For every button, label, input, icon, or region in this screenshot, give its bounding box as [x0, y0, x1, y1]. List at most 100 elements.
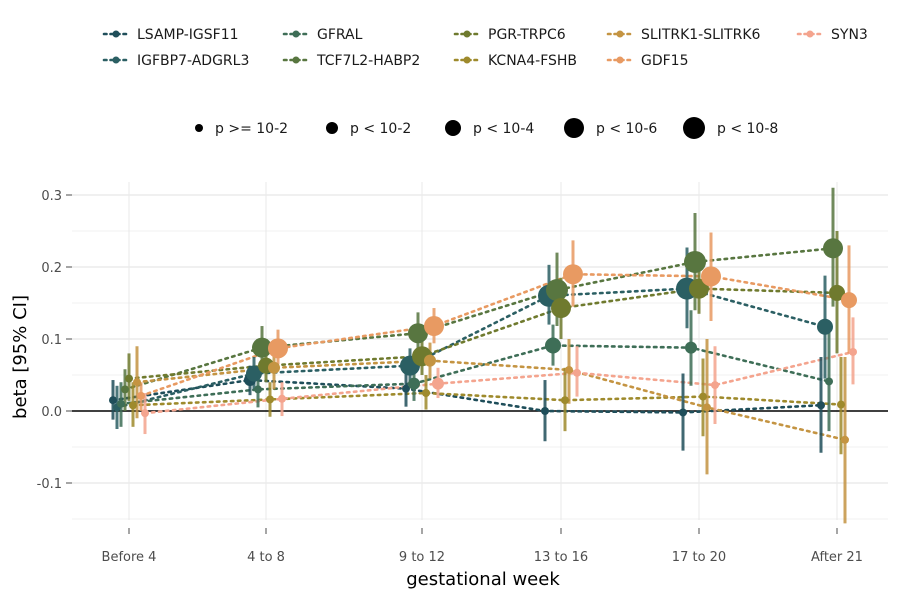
legend-label: SYN3 — [831, 27, 868, 43]
legend-key-point — [292, 30, 300, 38]
data-point — [545, 337, 561, 354]
data-point — [254, 385, 262, 394]
data-point — [829, 284, 845, 301]
data-point — [125, 374, 133, 383]
data-point — [129, 401, 137, 410]
grid-lines — [72, 182, 888, 520]
legend-label: PGR-TRPC6 — [488, 27, 566, 43]
legend-key-point — [616, 56, 624, 64]
data-point — [266, 395, 274, 404]
data-point — [841, 435, 849, 444]
x-tick-label: 17 to 20 — [672, 550, 726, 565]
legend-label: GDF15 — [641, 53, 689, 69]
x-tick-label: 9 to 12 — [399, 550, 445, 565]
data-point — [402, 384, 410, 393]
data-point — [121, 385, 129, 394]
data-point — [561, 396, 569, 405]
data-point — [268, 338, 288, 359]
series-line — [127, 287, 839, 380]
data-point — [685, 341, 697, 354]
data-point — [573, 368, 581, 377]
legend-label: TCF7L2-HABP2 — [316, 53, 420, 69]
data-point — [133, 378, 141, 387]
size-legend-label: p < 10-6 — [596, 121, 657, 137]
x-axis-title: gestational week — [406, 569, 560, 590]
series-line — [135, 359, 847, 442]
y-tick-label: 0.0 — [41, 405, 62, 420]
legend-key-point — [806, 30, 814, 38]
data-point — [689, 278, 709, 299]
legend-key-point — [112, 30, 120, 38]
legend-label: SLITRK1-SLITRK6 — [641, 27, 761, 43]
data-marks — [109, 187, 857, 524]
data-point — [422, 389, 430, 397]
data-point — [117, 399, 125, 408]
data-point — [141, 409, 149, 418]
size-legend-point — [683, 117, 705, 139]
data-point — [849, 347, 857, 356]
size-legend-label: p < 10-2 — [350, 121, 411, 137]
size-legend-label: p < 10-8 — [717, 121, 778, 137]
y-tick-label: 0.1 — [41, 333, 62, 348]
legend-key-point — [616, 30, 624, 38]
data-point — [268, 361, 280, 374]
data-point — [246, 365, 262, 382]
legend-label: GFRAL — [317, 27, 363, 43]
legend-key-point — [112, 56, 120, 64]
legend-key-point — [463, 30, 471, 38]
data-point — [817, 318, 833, 335]
data-point — [563, 264, 583, 285]
legend-label: IGFBP7-ADGRL3 — [137, 53, 249, 69]
series-line — [131, 391, 843, 407]
data-point — [699, 392, 707, 401]
y-tick-label: 0.3 — [41, 189, 62, 204]
data-point — [823, 238, 843, 259]
legend-label: LSAMP-IGSF11 — [137, 27, 239, 43]
series-line — [115, 287, 827, 409]
data-point — [432, 377, 444, 390]
data-point — [703, 403, 711, 412]
data-point — [565, 365, 573, 374]
size-legend-point — [564, 118, 584, 138]
axes: -0.1 0.0 0.1 0.2 0.3 Before 4 4 to 8 9 to 12 13 … — [37, 189, 888, 565]
size-legend-point — [326, 122, 338, 134]
size-legend-point — [195, 124, 203, 132]
legend-key-point — [292, 56, 300, 64]
data-point — [837, 400, 845, 409]
data-point — [408, 377, 420, 390]
data-point — [541, 407, 549, 415]
y-tick-label: 0.2 — [41, 261, 62, 276]
size-legend-label: p >= 10-2 — [215, 121, 288, 137]
size-legend-label: p < 10-4 — [473, 121, 534, 137]
data-point — [408, 323, 428, 344]
data-point — [109, 396, 117, 405]
data-point — [684, 250, 706, 273]
legend-key-point — [463, 56, 471, 64]
x-tick-label: Before 4 — [102, 550, 157, 565]
data-point — [551, 298, 571, 319]
y-axis-title: beta [95% CI] — [10, 295, 31, 419]
data-point — [841, 292, 857, 309]
data-point — [701, 266, 721, 287]
series-line — [139, 272, 851, 398]
data-point — [825, 377, 833, 386]
x-tick-label: 13 to 16 — [534, 550, 588, 565]
data-point — [252, 337, 272, 358]
data-point — [424, 354, 436, 367]
x-tick-label: 4 to 8 — [247, 550, 285, 565]
data-point — [817, 401, 825, 410]
data-point — [546, 279, 568, 302]
series-line — [119, 344, 831, 406]
data-point — [711, 381, 719, 390]
series-line — [123, 246, 835, 391]
data-point — [137, 391, 145, 400]
data-point — [424, 316, 444, 337]
data-point — [679, 408, 687, 417]
legend-label: KCNA4-FSHB — [488, 53, 577, 69]
x-tick-label: After 21 — [811, 550, 863, 565]
y-tick-label: -0.1 — [37, 477, 62, 492]
data-point — [278, 394, 286, 403]
size-legend: p >= 10-2 p < 10-2 p < 10-4 p < 10-6 p < 10-… — [195, 117, 778, 139]
